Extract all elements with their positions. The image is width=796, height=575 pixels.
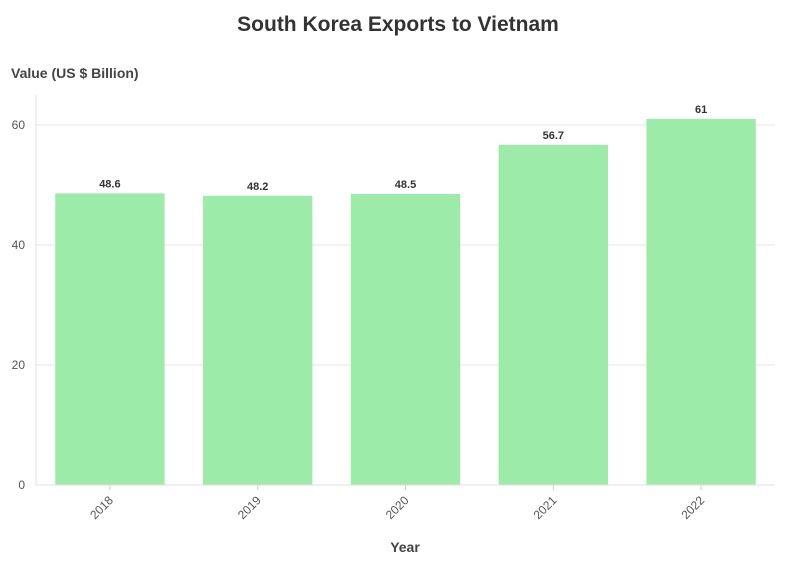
data-label: 48.2: [247, 181, 268, 193]
chart-title: South Korea Exports to Vietnam: [237, 13, 559, 36]
data-label: 61: [695, 104, 707, 116]
bar: [55, 193, 165, 485]
bar: [498, 144, 608, 486]
data-label: 48.5: [395, 179, 416, 191]
bars: [55, 119, 756, 486]
data-label: 48.6: [99, 178, 120, 190]
bar: [646, 119, 756, 485]
data-labels: 48.6 48.2 48.5 56.7 61: [99, 104, 707, 193]
bar: [350, 194, 461, 485]
x-axis-label: Year: [390, 539, 420, 555]
y-axis-ticks: 0 20 40 60: [12, 118, 26, 492]
x-tick-label: 2020: [383, 493, 412, 522]
y-tick-label: 40: [12, 238, 26, 252]
x-tick-label: 2018: [87, 493, 116, 522]
x-tick-label: 2019: [235, 493, 264, 522]
bar: [203, 195, 313, 486]
x-axis-ticks: 2018 2019 2020 2021 2022: [87, 485, 707, 522]
y-tick-label: 0: [18, 478, 25, 492]
x-tick-label: 2022: [678, 493, 707, 522]
data-label: 56.7: [543, 130, 564, 142]
y-tick-label: 20: [12, 358, 26, 372]
axes: [35, 95, 775, 486]
y-tick-label: 60: [12, 118, 26, 132]
x-tick-label: 2021: [531, 493, 560, 522]
y-axis-label: Value (US $ Billion): [11, 65, 139, 81]
